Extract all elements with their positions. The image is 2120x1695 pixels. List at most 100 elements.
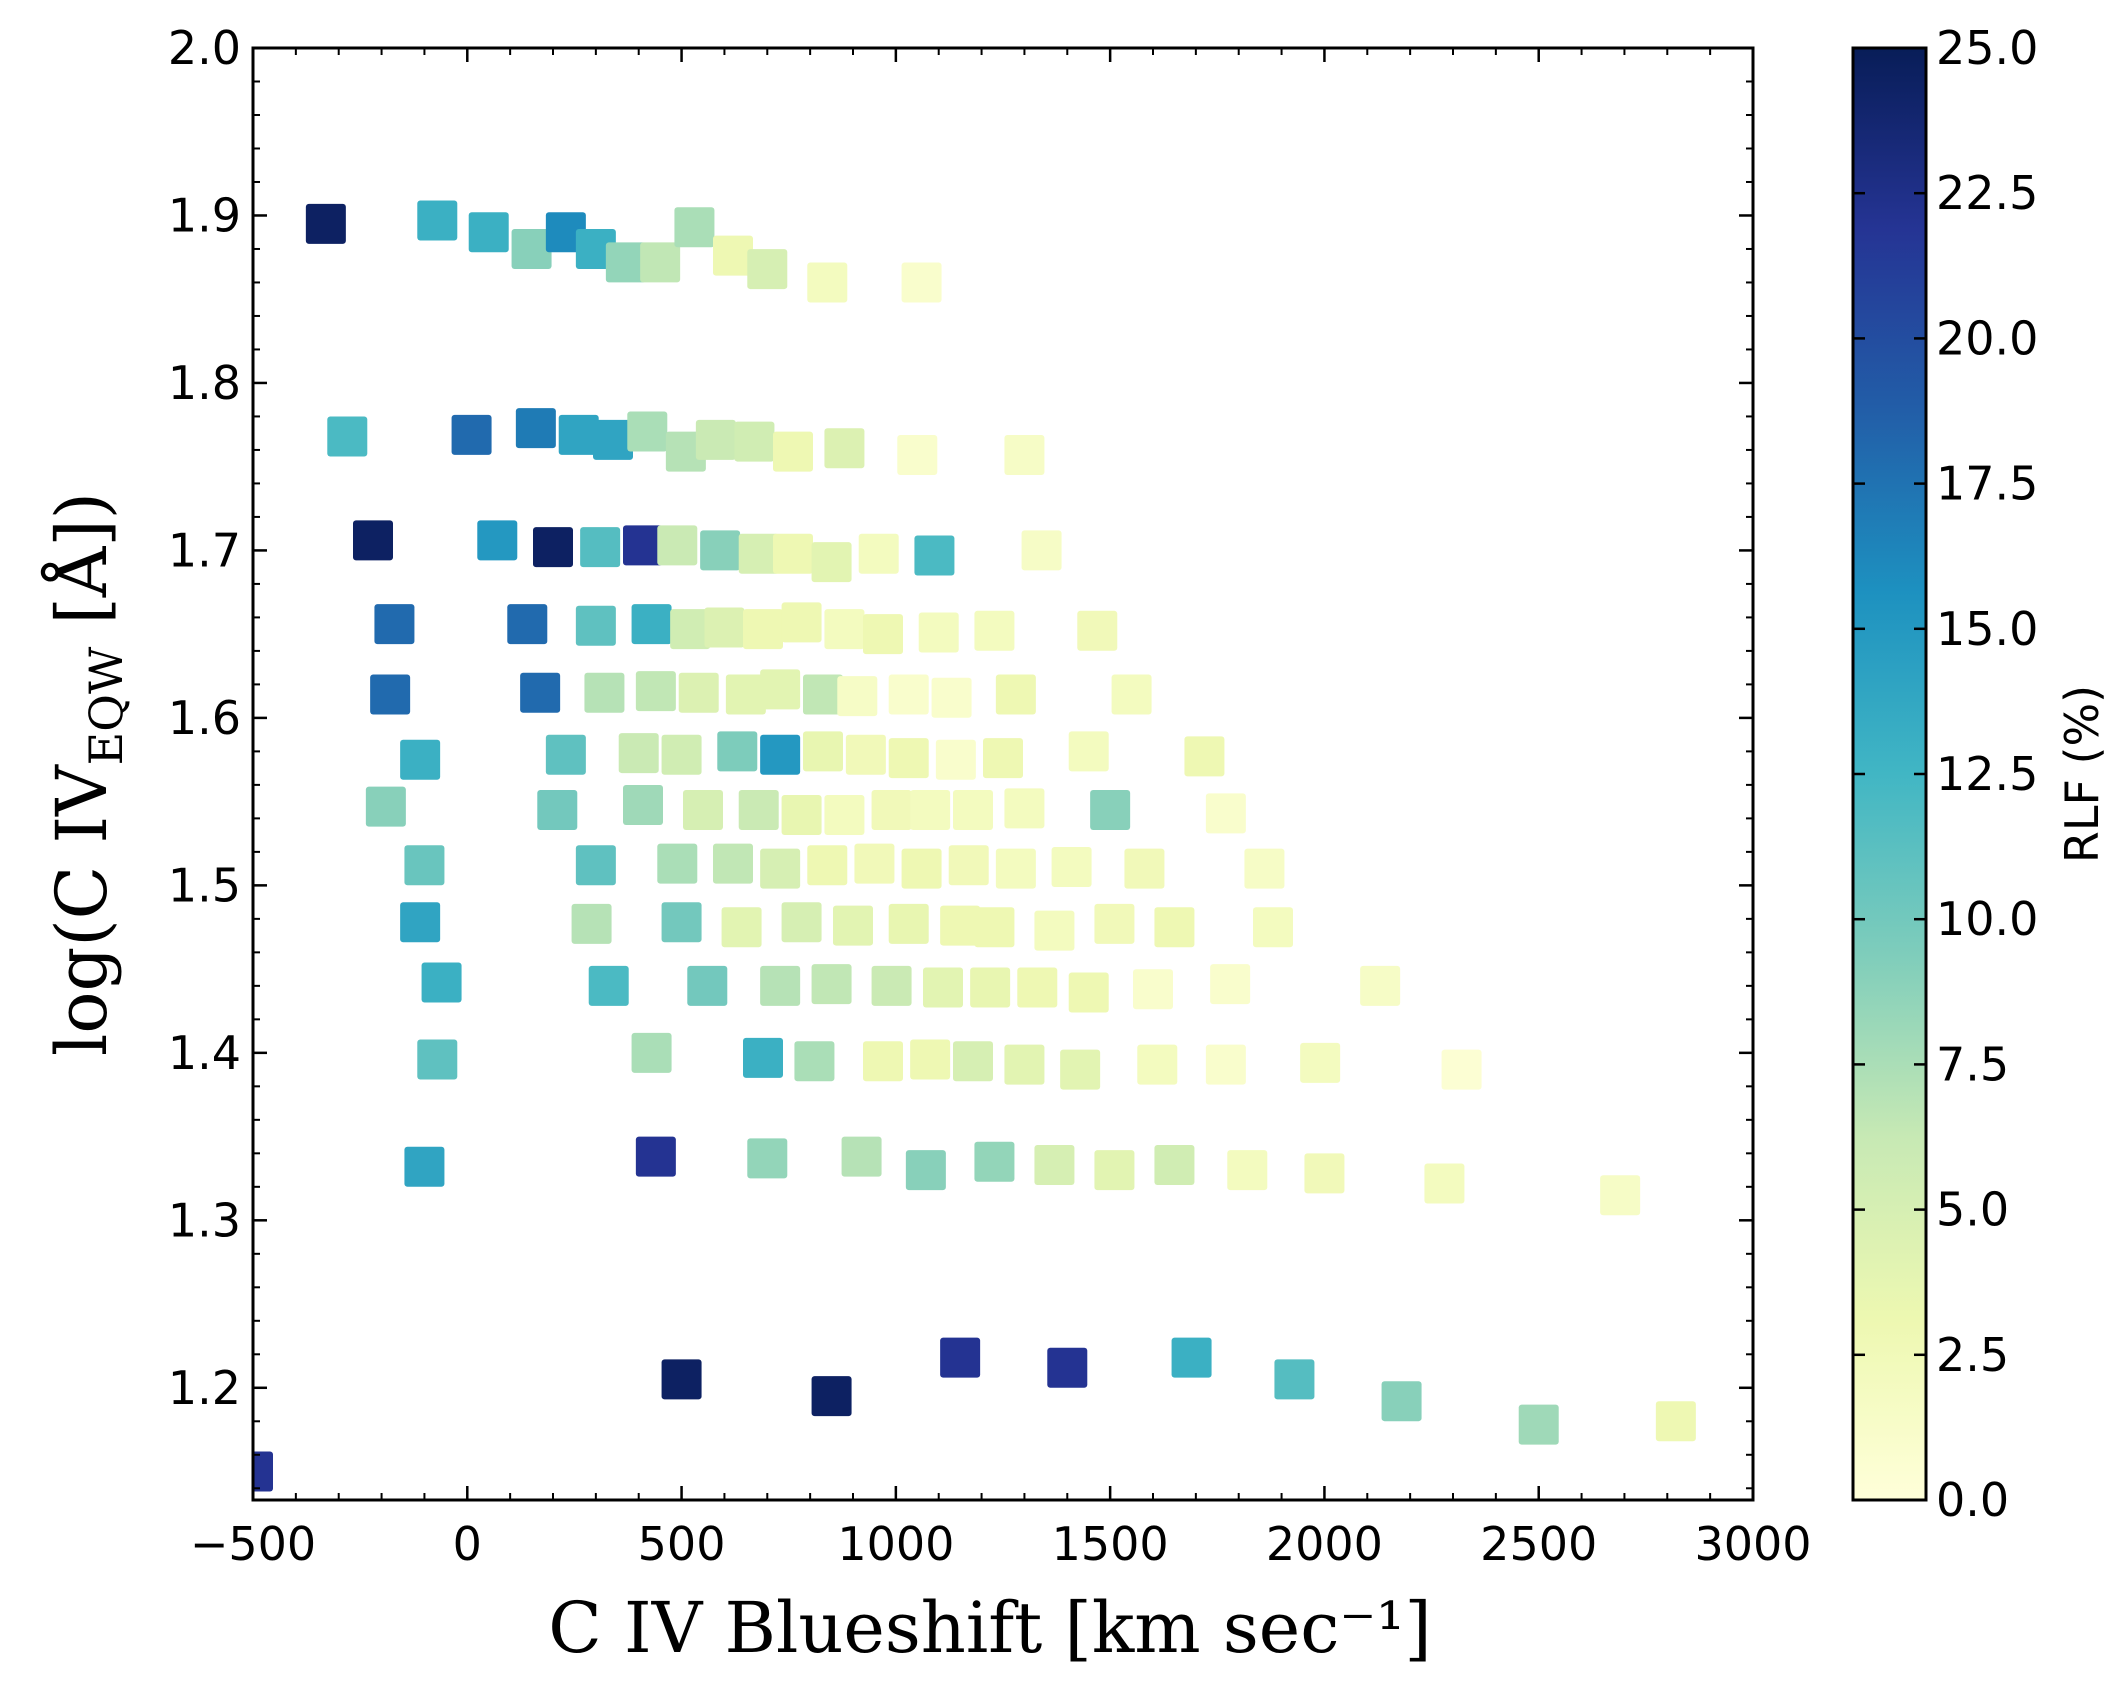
data-point-24 (897, 434, 938, 475)
x-axis-label: C IV Blueshift [km sec⁻¹] (548, 1587, 1432, 1669)
data-point-80 (623, 784, 663, 825)
data-point-38 (1021, 530, 1062, 571)
colorbar-tick-label: 0.0 (1936, 1473, 2009, 1527)
data-point-114 (1094, 903, 1135, 944)
data-point-118 (588, 965, 629, 1006)
data-point-159 (1047, 1347, 1088, 1388)
data-point-50 (974, 610, 1015, 651)
data-point-21 (734, 421, 775, 462)
data-point-7 (640, 242, 681, 283)
data-point-126 (1068, 972, 1109, 1013)
data-point-101 (1051, 846, 1092, 887)
data-point-89 (1090, 790, 1131, 831)
data-point-45 (743, 609, 783, 650)
data-point-44 (704, 607, 745, 648)
data-point-144 (635, 1136, 676, 1177)
colorbar-tick-label: 20.0 (1936, 311, 2038, 365)
data-point-60 (837, 676, 878, 717)
data-point-147 (905, 1150, 946, 1191)
data-point-36 (858, 533, 899, 574)
data-point-93 (657, 843, 698, 884)
data-point-164 (1655, 1401, 1696, 1442)
data-point-129 (1360, 965, 1401, 1006)
data-point-163 (1518, 1404, 1559, 1445)
data-point-162 (1381, 1381, 1422, 1422)
colorbar-tick-label: 22.5 (1936, 166, 2038, 220)
data-point-55 (635, 671, 676, 712)
data-point-73 (888, 738, 929, 779)
colorbar-tick-label: 10.0 (1936, 892, 2038, 946)
data-point-153 (1304, 1153, 1345, 1194)
data-point-11 (807, 262, 848, 303)
data-point-106 (661, 902, 702, 943)
data-point-61 (888, 674, 929, 715)
data-point-146 (841, 1136, 882, 1177)
x-tick-label: 2000 (1266, 1517, 1383, 1571)
data-point-92 (575, 845, 616, 886)
data-point-132 (743, 1037, 783, 1078)
data-point-104 (400, 902, 441, 943)
data-point-122 (871, 965, 912, 1006)
data-point-143 (404, 1146, 445, 1187)
y-axis-label-subscript: EQW (79, 646, 133, 765)
data-point-46 (781, 602, 822, 643)
data-point-56 (678, 672, 719, 713)
data-point-52 (370, 674, 411, 715)
data-point-77 (1184, 736, 1225, 777)
colorbar-label: RLF (%) (2055, 685, 2109, 863)
data-point-65 (400, 739, 441, 780)
data-point-51 (1077, 610, 1118, 651)
data-point-115 (1154, 907, 1195, 948)
data-point-29 (580, 527, 621, 568)
colorbar-ticks: 0.0 2.5 5.0 7.5 10.0 12.5 15.0 17.5 20.0 22.5 25.0 (1853, 21, 2038, 1527)
data-point-110 (888, 903, 929, 944)
colorbar-tick-label: 7.5 (1936, 1037, 2009, 1091)
data-point-47 (824, 609, 865, 650)
data-point-98 (901, 848, 942, 889)
data-point-25 (1004, 434, 1045, 475)
data-point-160 (1171, 1337, 1212, 1378)
y-tick-label: 2.0 (168, 21, 241, 75)
data-point-154 (1424, 1163, 1465, 1204)
data-point-49 (918, 612, 959, 653)
colorbar-tick-label: 12.5 (1936, 747, 2038, 801)
colorbar-tick-label: 25.0 (1936, 21, 2038, 75)
data-point-20 (695, 419, 736, 460)
data-point-95 (760, 848, 801, 889)
data-point-116 (1253, 907, 1293, 948)
colorbar-tick-label: 17.5 (1936, 457, 2038, 511)
data-point-96 (807, 845, 848, 886)
data-point-33 (738, 533, 779, 574)
data-point-15 (515, 408, 556, 449)
data-point-69 (717, 731, 758, 772)
x-tick-label: 500 (638, 1517, 726, 1571)
data-point-6 (605, 242, 646, 283)
x-tick-label: 3000 (1694, 1517, 1811, 1571)
data-point-138 (1060, 1049, 1101, 1090)
x-tick-label: 2500 (1480, 1517, 1597, 1571)
data-point-94 (713, 843, 753, 884)
data-point-165 (253, 1451, 273, 1492)
data-point-71 (803, 731, 843, 772)
data-point-161 (1274, 1359, 1315, 1400)
y-axis: 1.2 1.3 1.4 1.5 1.6 1.7 1.8 1.9 2.0 (168, 21, 1753, 1490)
data-point-76 (1068, 731, 1109, 772)
y-axis-label-tail: [Å]) (41, 492, 123, 647)
data-point-64 (1111, 674, 1152, 715)
data-point-28 (533, 527, 573, 568)
x-tick-label: 1500 (1052, 1517, 1169, 1571)
data-point-57 (725, 674, 766, 715)
data-point-26 (353, 520, 393, 561)
y-axis-label: log(C IVEQW [Å]) (41, 492, 133, 1056)
data-point-103 (1244, 848, 1285, 889)
data-point-70 (760, 734, 801, 775)
data-point-125 (1017, 967, 1058, 1008)
data-point-102 (1124, 848, 1165, 889)
data-point-100 (995, 848, 1036, 889)
data-point-84 (824, 795, 865, 836)
data-point-78 (365, 786, 406, 827)
data-point-58 (760, 669, 801, 710)
colorbar-tick-label: 2.5 (1936, 1328, 2009, 1382)
data-point-112 (974, 907, 1015, 948)
data-point-74 (935, 739, 976, 780)
